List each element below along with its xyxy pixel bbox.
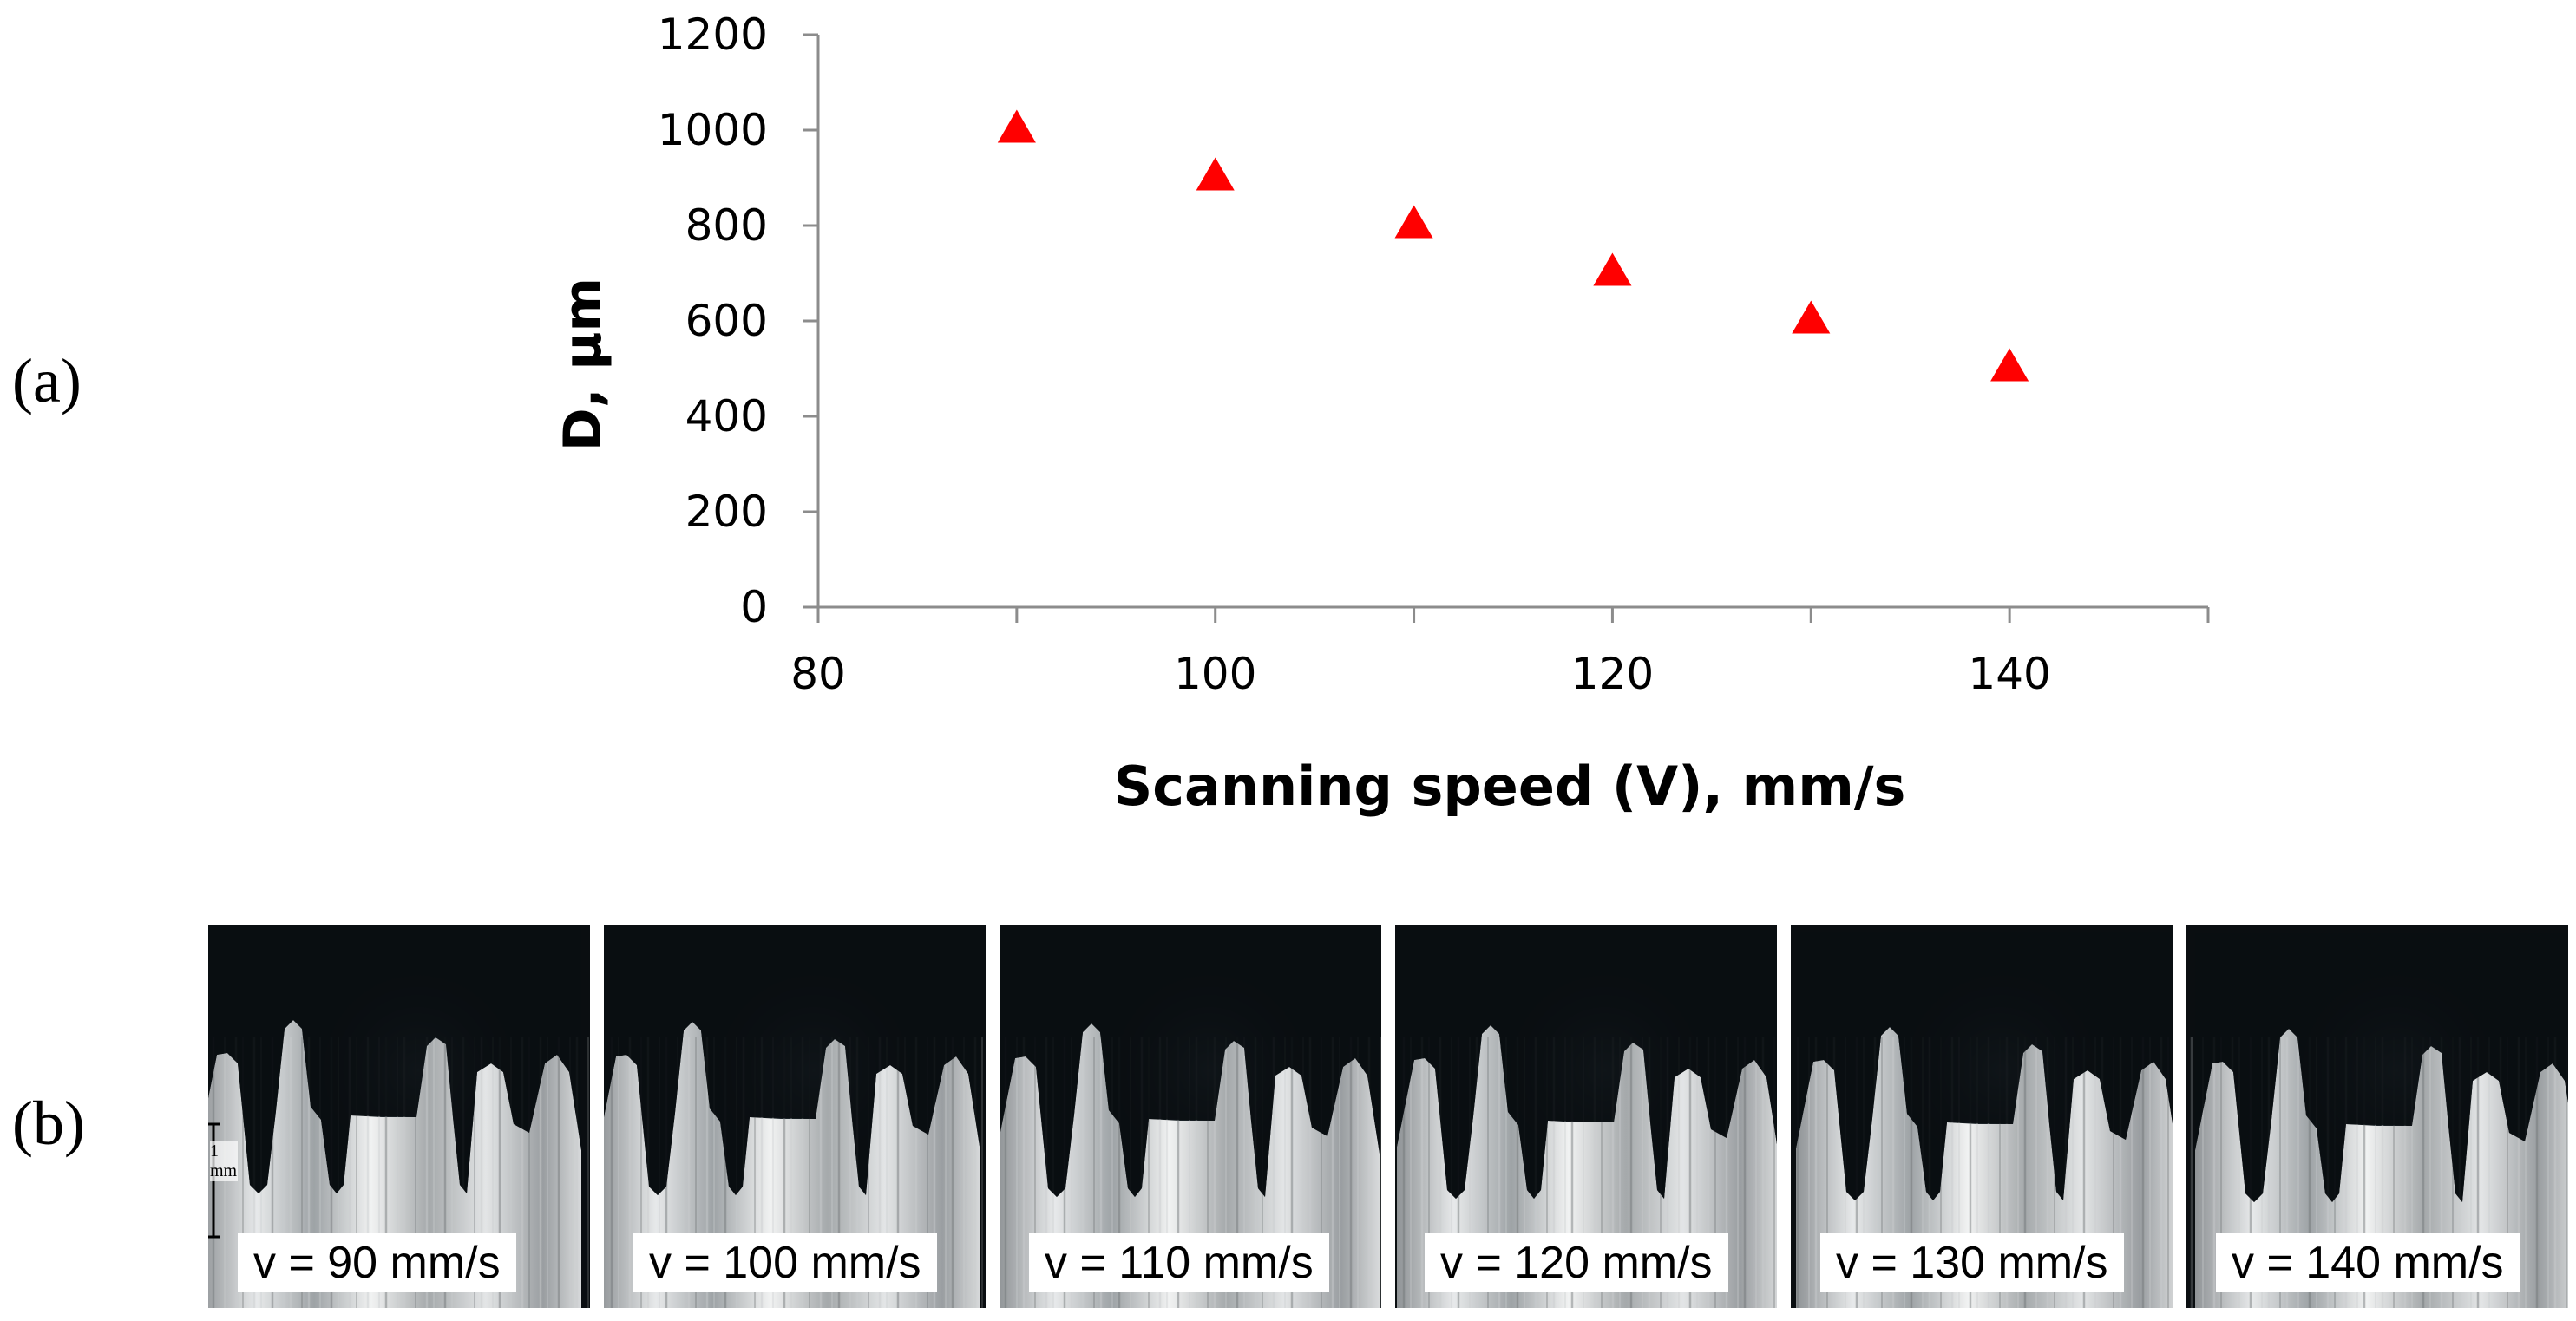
micrograph-image: v = 140 mm/s <box>2186 925 2568 1308</box>
y-tick-label: 200 <box>685 487 768 537</box>
x-tick-label: 140 <box>1968 649 2050 699</box>
micrograph-caption: v = 120 mm/s <box>1425 1233 1728 1292</box>
micrograph-image: v = 120 mm/s <box>1395 925 1777 1308</box>
x-axis-label: Scanning speed (V), mm/s <box>1114 755 1906 818</box>
data-points <box>997 109 2029 382</box>
y-tick-labels: 0 200 400 600 800 1000 1200 <box>658 10 768 632</box>
micrograph-image: v = 90 mm/s 1 mm <box>208 925 590 1308</box>
panel-label-b: (b) <box>12 1089 85 1158</box>
scale-bar-label: 1 mm <box>210 1141 238 1181</box>
micrograph-caption: v = 110 mm/s <box>1029 1233 1329 1292</box>
x-tick-labels: 80 100 120 140 <box>790 649 2051 699</box>
scale-bar: 1 mm <box>208 1115 238 1246</box>
y-tick-label: 800 <box>685 200 768 251</box>
micrograph-strip: v = 90 mm/s 1 mm v = 100 mm/s v = 110 mm/s v… <box>208 925 2568 1308</box>
dark-background-mask <box>1397 930 1777 1199</box>
micrograph-image: v = 110 mm/s <box>1000 925 1381 1308</box>
data-point-triangle <box>1593 252 1632 286</box>
y-axis-label: D, μm <box>553 278 613 451</box>
y-tick-label: 1000 <box>658 105 768 155</box>
scatter-chart: 0 200 400 600 800 1000 1200 80 100 120 140 Scanni… <box>553 10 2210 818</box>
panel-label-a: (a) <box>12 346 82 415</box>
micrograph-caption: v = 130 mm/s <box>1820 1233 2124 1292</box>
y-tick-label: 400 <box>685 391 768 441</box>
dark-background-mask <box>1796 932 2173 1200</box>
dark-background-mask <box>604 926 980 1195</box>
y-tick-label: 0 <box>740 582 768 632</box>
micrograph-image: v = 130 mm/s <box>1791 925 2173 1308</box>
micrograph-image: v = 100 mm/s <box>604 925 986 1308</box>
data-point-triangle <box>997 109 1036 143</box>
chart-axes <box>803 33 2210 623</box>
x-tick-label: 100 <box>1174 649 1256 699</box>
y-tick-label: 1200 <box>658 10 768 60</box>
micrograph-caption: v = 90 mm/s <box>238 1233 516 1292</box>
x-tick-label: 80 <box>790 649 846 699</box>
micrograph-caption: v = 140 mm/s <box>2216 1233 2520 1292</box>
micrograph-caption: v = 100 mm/s <box>633 1233 937 1292</box>
data-point-triangle <box>1196 157 1235 191</box>
y-tick-label: 600 <box>685 296 768 346</box>
data-point-triangle <box>1792 300 1831 334</box>
data-point-triangle <box>1990 348 2029 382</box>
dark-background-mask <box>208 925 581 1193</box>
dark-background-mask <box>1000 928 1380 1197</box>
dark-background-mask <box>2195 933 2568 1202</box>
data-point-triangle <box>1394 205 1433 239</box>
x-tick-label: 120 <box>1571 649 1654 699</box>
